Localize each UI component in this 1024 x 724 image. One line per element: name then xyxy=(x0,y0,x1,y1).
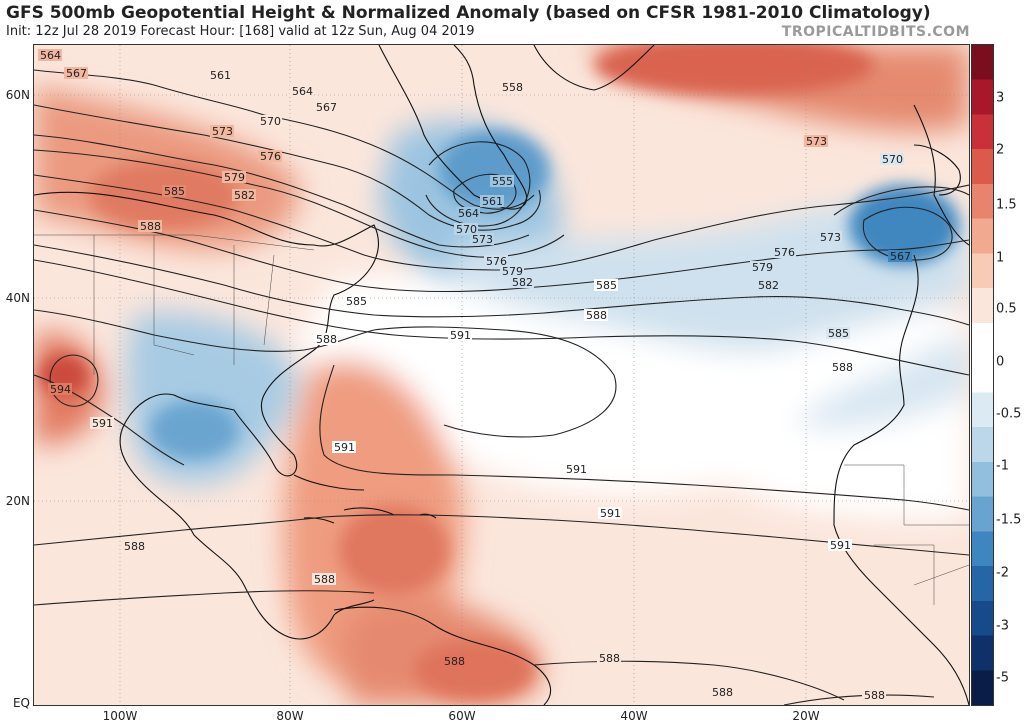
lon-label-20w: 20W xyxy=(792,709,820,723)
contour-label-582b: 582 xyxy=(512,276,533,289)
colorbar-label-1-5: 1.5 xyxy=(996,197,1017,213)
contour-label-588i: 588 xyxy=(712,686,733,699)
colorbar-label-neg-1-5: -1.5 xyxy=(996,512,1022,528)
contour-label-585d: 585 xyxy=(828,327,849,340)
contour-label-591d: 591 xyxy=(566,463,587,476)
contour-label-576: 576 xyxy=(260,150,281,163)
contour-label-567b: 567 xyxy=(316,101,337,114)
contour-label-588: 588 xyxy=(140,220,161,233)
contour-label-594: 594 xyxy=(50,383,71,396)
contour-label-570b: 570 xyxy=(456,223,477,236)
contour-label-588g: 588 xyxy=(444,655,465,668)
contour-label-591e: 591 xyxy=(600,507,621,520)
colorbar-label-neg-2: -2 xyxy=(996,565,1009,581)
contour-label-591f: 591 xyxy=(830,539,851,552)
colorbar-label-neg-0-5: -0.5 xyxy=(996,406,1022,422)
contour-label-585: 585 xyxy=(164,185,185,198)
contour-label-588j: 588 xyxy=(864,689,885,702)
colorbar-label-neg-5: -5 xyxy=(996,670,1009,686)
anomaly-shading xyxy=(34,45,969,705)
contour-label-591b: 591 xyxy=(92,417,113,430)
lon-label-100w: 100W xyxy=(102,709,138,723)
contour-label-591: 591 xyxy=(450,329,471,342)
contour-label-576c: 576 xyxy=(774,246,795,259)
lat-label-eq: EQ xyxy=(12,696,30,710)
contour-label-573: 573 xyxy=(212,125,233,138)
contour-label-588c: 588 xyxy=(316,333,337,346)
contour-label-564: 564 xyxy=(40,49,61,62)
contour-label-564c: 564 xyxy=(458,207,479,220)
map-panel: 564 567 561 564 567 570 573 576 579 585 … xyxy=(33,44,970,706)
colorbar-label-0: 0 xyxy=(996,354,1005,370)
lon-label-80w: 80W xyxy=(276,709,304,723)
colorbar-label-0-5: 0.5 xyxy=(996,301,1017,317)
contour-label-582: 582 xyxy=(234,189,255,202)
contour-label-573d: 573 xyxy=(820,231,841,244)
lat-label-60n: 60N xyxy=(5,88,30,102)
colorbar-label-neg-3: -3 xyxy=(996,618,1009,634)
contour-label-579: 579 xyxy=(224,171,245,184)
lon-label-60w: 60W xyxy=(448,709,476,723)
lat-label-40n: 40N xyxy=(5,291,30,305)
colorbar-label-1: 1 xyxy=(996,250,1005,266)
contour-label-588e: 588 xyxy=(124,540,145,553)
colorbar-label-neg-1: -1 xyxy=(996,458,1009,474)
contour-label-576b: 576 xyxy=(486,255,507,268)
contour-label-579b: 579 xyxy=(502,265,523,278)
contour-label-588h: 588 xyxy=(599,652,620,665)
contour-label-561: 561 xyxy=(210,69,231,82)
contour-label-567: 567 xyxy=(66,67,87,80)
contour-label-585b: 585 xyxy=(596,279,617,292)
map-title: GFS 500mb Geopotential Height & Normaliz… xyxy=(6,3,931,23)
contour-label-591c: 591 xyxy=(334,441,355,454)
lat-label-20n: 20N xyxy=(5,494,30,508)
political-boundaries xyxy=(34,234,969,605)
site-watermark: TROPICALTIDBITS.COM xyxy=(781,24,970,40)
contour-label-573b: 573 xyxy=(472,233,493,246)
contour-label-561b: 561 xyxy=(482,195,503,208)
contour-label-573c: 573 xyxy=(806,135,827,148)
contour-label-567c: 567 xyxy=(890,250,911,263)
anomaly-colorbar xyxy=(971,44,994,706)
contour-labels: 564 567 561 564 567 570 573 576 579 585 … xyxy=(38,49,912,702)
contour-label-570c: 570 xyxy=(882,153,903,166)
contour-label-564b: 564 xyxy=(292,85,313,98)
contour-label-588d: 588 xyxy=(832,361,853,374)
colorbar-label-3: 3 xyxy=(996,90,1005,106)
contour-label-582c: 582 xyxy=(758,279,779,292)
contour-label-558: 558 xyxy=(502,81,523,94)
contour-label-570: 570 xyxy=(260,115,281,128)
lon-label-40w: 40W xyxy=(620,709,648,723)
contour-label-579c: 579 xyxy=(752,261,773,274)
contour-label-555: 555 xyxy=(492,175,513,188)
coastlines xyxy=(34,45,969,705)
colorbar-label-2: 2 xyxy=(996,142,1005,158)
contour-label-585c: 585 xyxy=(346,295,367,308)
contour-label-588f: 588 xyxy=(314,573,335,586)
contour-label-588b: 588 xyxy=(586,309,607,322)
forecast-info: Init: 12z Jul 28 2019 Forecast Hour: [16… xyxy=(6,24,475,39)
